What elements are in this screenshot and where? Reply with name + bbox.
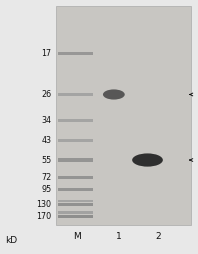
Text: 17: 17 [41,49,51,58]
Ellipse shape [132,153,163,167]
Text: 2: 2 [156,232,161,241]
Text: 34: 34 [41,116,51,125]
Bar [58,93,93,96]
Text: 1: 1 [116,232,122,241]
Ellipse shape [103,89,125,100]
Bar [58,176,93,179]
Text: 130: 130 [36,200,51,209]
Bar [58,119,93,122]
Bar [58,158,93,162]
Text: 26: 26 [41,90,51,99]
Bar [58,211,93,214]
Bar [58,188,93,191]
Text: kD: kD [5,235,17,245]
Text: 72: 72 [41,173,51,182]
Bar [58,52,93,55]
Bar [58,139,93,142]
Text: M: M [73,232,81,241]
Bar [58,200,93,202]
Bar [56,6,191,225]
Text: 43: 43 [41,136,51,145]
Bar [58,215,93,218]
Text: 55: 55 [41,155,51,165]
Text: 95: 95 [41,185,51,194]
Text: 170: 170 [36,212,51,221]
Bar [58,203,93,206]
